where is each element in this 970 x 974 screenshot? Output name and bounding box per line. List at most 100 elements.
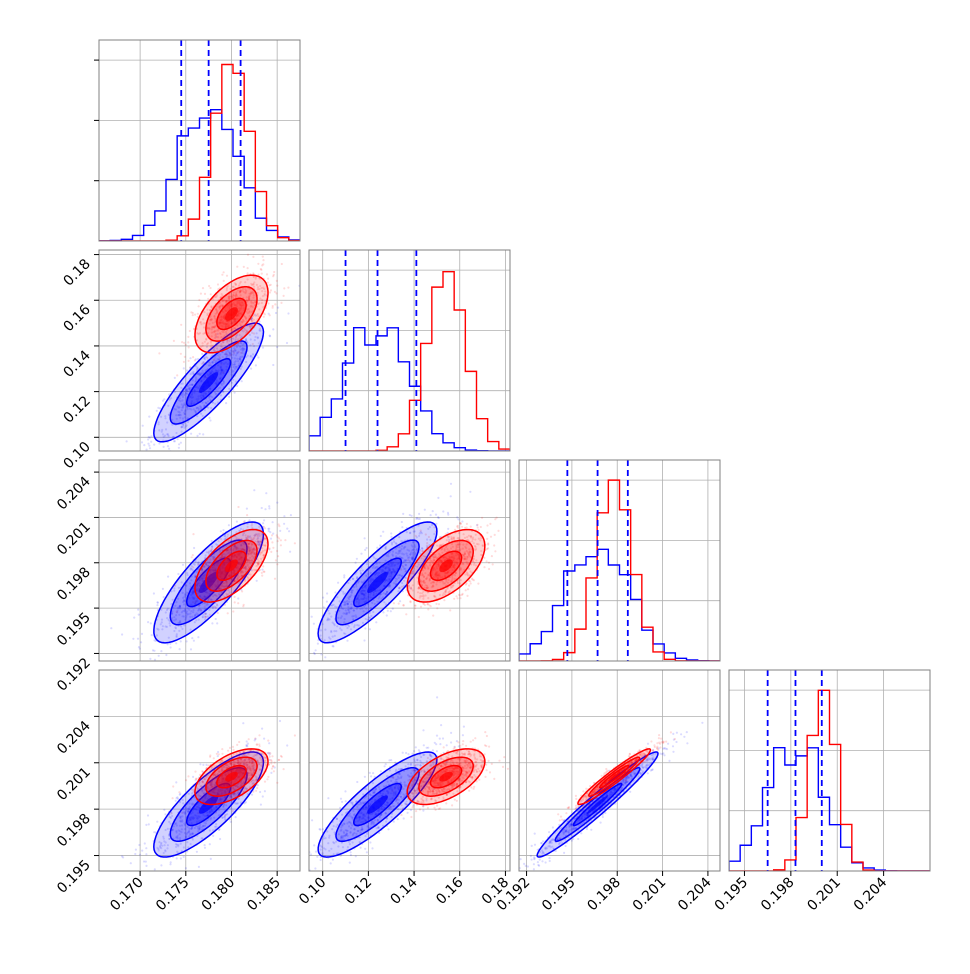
scatter-point <box>192 533 194 535</box>
scatter-point <box>164 813 166 815</box>
scatter-point <box>142 483 144 485</box>
scatter-point <box>461 520 463 522</box>
scatter-point <box>234 596 236 598</box>
scatter-point <box>246 508 248 510</box>
scatter-point <box>196 851 198 853</box>
scatter-point <box>275 292 277 294</box>
scatter-point <box>280 302 282 304</box>
scatter-point <box>208 285 210 287</box>
scatter-point <box>366 547 368 549</box>
scatter-point <box>273 274 275 276</box>
scatter-point <box>246 514 248 516</box>
scatter-point <box>390 610 392 612</box>
scatter-point <box>311 616 313 618</box>
scatter-point <box>390 536 392 538</box>
scatter-point <box>219 838 221 840</box>
scatter-point <box>190 648 192 650</box>
scatter-point <box>461 526 463 528</box>
scatter-point <box>311 667 313 669</box>
scatter-point <box>177 438 179 440</box>
scatter-point <box>225 402 227 404</box>
scatter-point <box>148 445 150 447</box>
scatter-point <box>486 538 488 540</box>
scatter-point <box>151 634 153 636</box>
scatter-point <box>272 521 274 523</box>
scatter-point <box>131 671 133 673</box>
scatter-point <box>283 295 285 297</box>
scatter-point <box>488 562 490 564</box>
scatter-point <box>243 266 245 268</box>
scatter-point <box>242 722 244 724</box>
scatter-point <box>253 489 255 491</box>
scatter-point <box>317 643 319 645</box>
scatter-point <box>121 633 123 635</box>
scatter-point <box>228 396 230 398</box>
scatter-point <box>270 551 272 553</box>
scatter-point <box>165 654 167 656</box>
scatter-point <box>364 549 366 551</box>
scatter-point <box>178 443 180 445</box>
scatter-point <box>228 524 230 526</box>
scatter-point <box>424 509 426 511</box>
scatter-point <box>262 565 264 567</box>
scatter-point <box>457 518 459 520</box>
scatter-point <box>390 532 392 534</box>
scatter-point <box>188 346 190 348</box>
scatter-point <box>276 280 278 282</box>
scatter-point <box>447 528 449 530</box>
scatter-point <box>133 617 135 619</box>
scatter-point <box>183 367 185 369</box>
scatter-point <box>456 516 458 518</box>
scatter-point <box>237 506 239 508</box>
scatter-point <box>430 605 432 607</box>
scatter-point <box>386 614 388 616</box>
scatter-point <box>197 636 199 638</box>
scatter-point <box>192 356 194 358</box>
scatter-point <box>209 843 211 845</box>
scatter-point <box>287 312 289 314</box>
histogram-blue <box>99 110 300 241</box>
scatter-point <box>263 571 265 573</box>
scatter-point <box>156 601 158 603</box>
scatter-point <box>196 435 198 437</box>
scatter-point <box>156 821 158 823</box>
scatter-point <box>420 606 422 608</box>
scatter-point <box>286 342 288 344</box>
scatter-point <box>356 558 358 560</box>
scatter-point <box>480 526 482 528</box>
scatter-point <box>267 302 269 304</box>
scatter-point <box>268 505 270 507</box>
scatter-point <box>127 678 129 680</box>
scatter-point <box>427 608 429 610</box>
scatter-point <box>263 316 265 318</box>
scatter-point <box>414 604 416 606</box>
scatter-point <box>144 456 146 458</box>
scatter-point <box>410 601 412 603</box>
scatter-point <box>126 440 128 442</box>
scatter-point <box>268 507 270 509</box>
scatter-point <box>301 679 303 681</box>
scatter-point <box>405 613 407 615</box>
scatter-point <box>443 599 445 601</box>
scatter-point <box>159 666 161 668</box>
scatter-point <box>455 595 457 597</box>
scatter-point <box>449 609 451 611</box>
scatter-point <box>155 662 157 664</box>
scatter-point <box>186 640 188 642</box>
scatter-point <box>447 512 449 514</box>
scatter-point <box>191 556 193 558</box>
scatter-point <box>181 341 183 343</box>
scatter-point <box>159 407 161 409</box>
scatter-point <box>208 417 210 419</box>
scatter-point <box>252 256 254 258</box>
scatter-point <box>174 377 176 379</box>
scatter-point <box>314 653 316 655</box>
scatter-point <box>198 866 200 868</box>
scatter-point <box>264 508 266 510</box>
scatter-point <box>262 522 264 524</box>
scatter-point <box>167 445 169 447</box>
scatter-point <box>246 740 248 742</box>
scatter-point <box>307 687 309 689</box>
scatter-point <box>209 419 211 421</box>
